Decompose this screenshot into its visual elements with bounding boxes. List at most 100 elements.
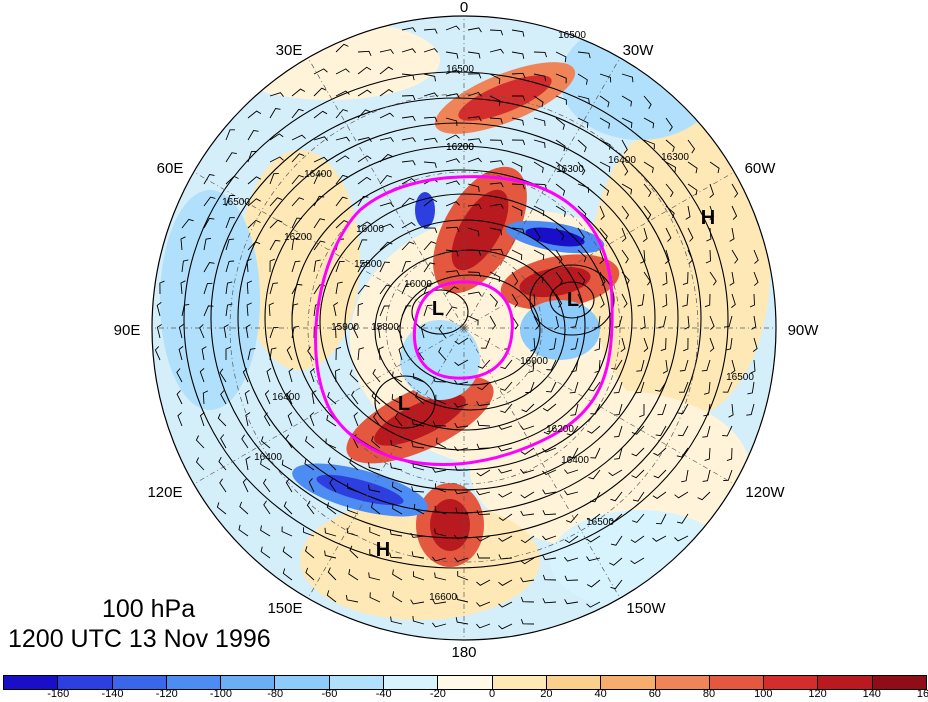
wind-barb: [434, 528, 447, 537]
wind-barb: [520, 535, 535, 544]
wind-barb: [701, 359, 711, 372]
longitude-label: 60W: [745, 160, 777, 177]
valid-time-title: 1200 UTC 13 Nov 1996: [8, 625, 271, 653]
wind-barb: [379, 202, 394, 207]
wind-barb: [379, 261, 390, 273]
colorbar-swatch: [328, 676, 384, 689]
wind-barb: [411, 441, 425, 449]
wind-barb: [555, 139, 566, 152]
wind-barb: [371, 391, 381, 405]
wind-barb: [225, 195, 235, 207]
wind-barb: [379, 137, 394, 142]
longitude-label: 150W: [626, 600, 666, 617]
wind-barb: [621, 293, 628, 308]
wind-barb: [445, 226, 460, 232]
wind-barb: [269, 133, 284, 141]
wind-barb: [685, 205, 691, 220]
wind-barb: [401, 160, 416, 166]
wind-barb: [423, 116, 438, 122]
wind-barb: [477, 420, 491, 427]
wind-barb: [195, 457, 205, 471]
height-contour: [210, 97, 702, 539]
colorbar-tick-label: -120: [155, 688, 178, 700]
height-contour: [344, 219, 586, 431]
colorbar: [3, 675, 927, 690]
wind-barb: [181, 259, 189, 273]
wind-barb: [684, 315, 690, 330]
longitude-labels: 0 30W 60W 90W 120W 150W 180 150E 120E 90E 60E 30E: [114, 0, 820, 661]
wind-barb: [291, 217, 302, 229]
wind-barb: [401, 241, 415, 251]
wind-barb: [489, 203, 504, 209]
wind-barb: [621, 205, 630, 220]
colorbar-swatch: [817, 676, 872, 689]
meridian-line: [463, 327, 621, 599]
pressure-level-title: 100 hPa: [102, 595, 196, 623]
wind-barb: [357, 136, 372, 142]
wind-barb: [555, 271, 563, 286]
wind-barb: [577, 183, 589, 193]
wind-barb: [283, 501, 293, 515]
wind-barb: [389, 552, 403, 559]
wind-barb: [599, 95, 610, 108]
wind-barb: [599, 293, 605, 308]
wind-barb: [203, 282, 213, 295]
wind-barb: [379, 153, 393, 163]
colorbar-swatch: [220, 676, 275, 689]
colorbar-swatch: [654, 676, 709, 689]
wind-barb: [489, 293, 498, 307]
wind-barb: [378, 346, 384, 361]
wind-barb: [658, 315, 667, 328]
wind-barb: [476, 535, 491, 542]
wind-barb: [238, 524, 249, 537]
wind-barb: [269, 347, 277, 361]
colorbar-tick-label: -140: [101, 688, 124, 700]
wind-barb: [324, 550, 337, 559]
wind-barb: [432, 599, 447, 605]
wind-barb: [565, 513, 579, 523]
wind-barb: [621, 271, 630, 285]
wind-barb: [555, 205, 566, 217]
wind-barb: [599, 227, 608, 241]
wind-barb: [247, 219, 261, 229]
wind-barb: [511, 249, 523, 260]
wind-barb: [357, 89, 372, 97]
wind-barb: [285, 434, 293, 449]
wind-barb: [217, 413, 227, 427]
wind-barb: [335, 174, 348, 185]
shade-patch: [525, 227, 585, 247]
wind-barb: [203, 305, 214, 317]
wind-barb: [533, 73, 547, 82]
wind-barb: [632, 491, 645, 502]
wind-barb: [477, 359, 491, 369]
wind-barb: [291, 88, 306, 97]
pressure-centers: L L L H H: [376, 207, 715, 561]
wind-barb: [593, 315, 601, 329]
wind-barb: [577, 51, 591, 59]
wind-barb: [703, 381, 711, 395]
wind-barb: [467, 138, 482, 144]
meridian-line: [193, 171, 465, 329]
wind-barb: [652, 535, 667, 542]
wind-barb: [357, 50, 372, 56]
height-contour: [529, 264, 615, 336]
wind-barb: [390, 439, 403, 449]
wind-barb: [489, 95, 501, 106]
wind-barb: [262, 478, 271, 493]
wind-barb: [498, 513, 513, 521]
wind-barb: [379, 174, 392, 185]
height-contour: [411, 289, 469, 335]
wind-barb: [454, 337, 469, 345]
wind-barb: [665, 183, 674, 198]
wind-barb: [489, 139, 504, 146]
wind-barb: [225, 281, 233, 295]
wind-barb: [313, 259, 321, 273]
contour-label: 15900: [331, 322, 359, 333]
wind-barb: [368, 484, 381, 493]
colorbar-swatch: [545, 676, 601, 689]
wind-barb: [731, 183, 739, 198]
wind-barb: [498, 579, 513, 586]
wind-barb: [415, 391, 425, 405]
longitude-label: 180: [451, 644, 476, 661]
wind-barb: [564, 535, 579, 544]
